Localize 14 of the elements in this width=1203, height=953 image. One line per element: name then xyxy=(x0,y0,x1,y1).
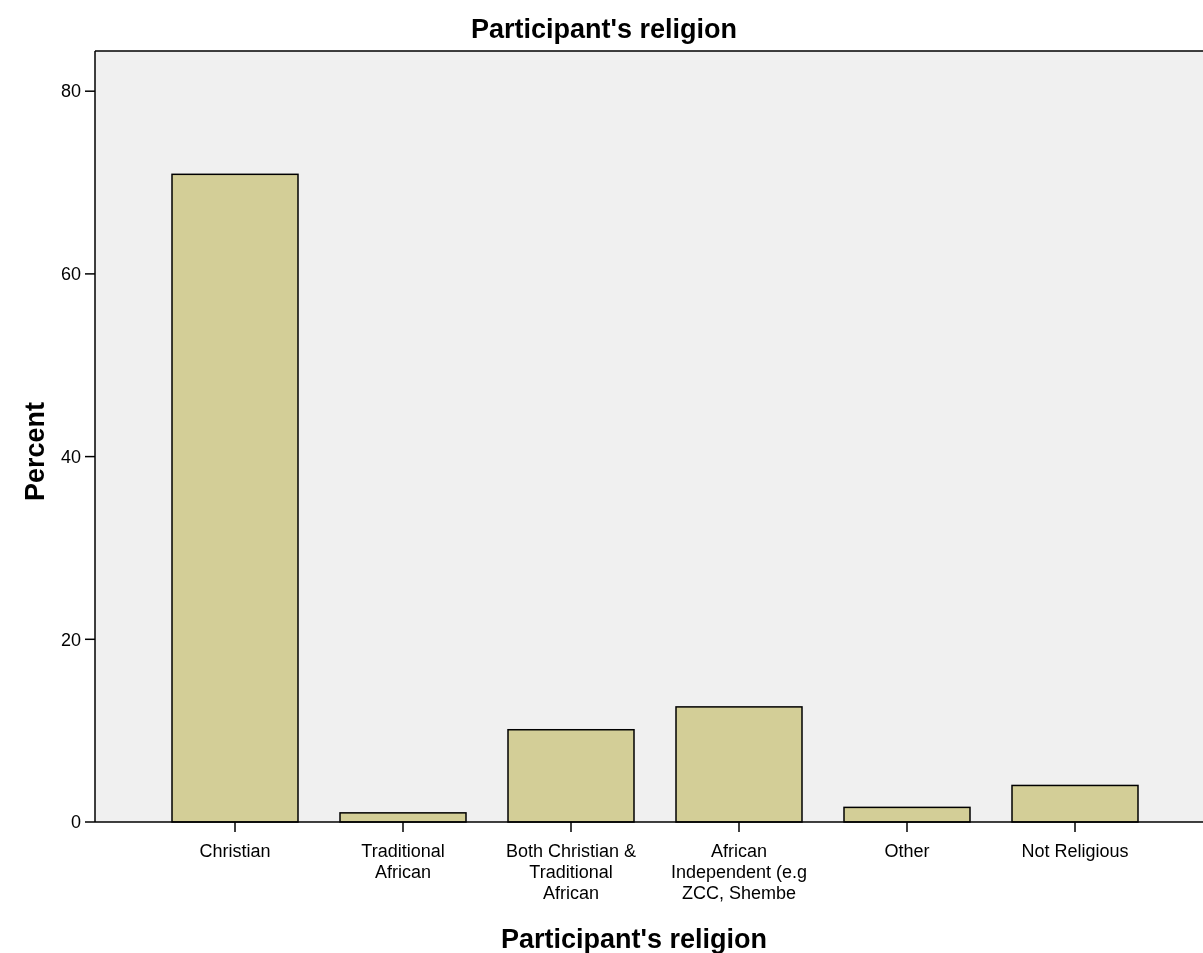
y-tick-label: 20 xyxy=(60,629,81,650)
y-tick-label: 80 xyxy=(60,81,81,102)
x-axis-title: Participant's religion xyxy=(501,924,767,953)
y-tick-label: 0 xyxy=(70,812,81,833)
x-tick-label: Christian xyxy=(199,841,271,861)
chart-title: Participant's religion xyxy=(471,14,737,44)
x-tick-label: Not Religious xyxy=(1021,841,1129,861)
y-tick-label: 60 xyxy=(60,264,81,285)
y-axis-title: Percent xyxy=(20,401,50,502)
x-tick-label: Both Christian & Traditional African xyxy=(505,841,637,903)
y-tick-label: 40 xyxy=(60,446,81,467)
x-tick-label: African Independent (e.g ZCC, Shembe xyxy=(670,841,808,903)
x-tick-label: Other xyxy=(884,841,930,861)
x-tick-label: Traditional African xyxy=(361,841,445,882)
